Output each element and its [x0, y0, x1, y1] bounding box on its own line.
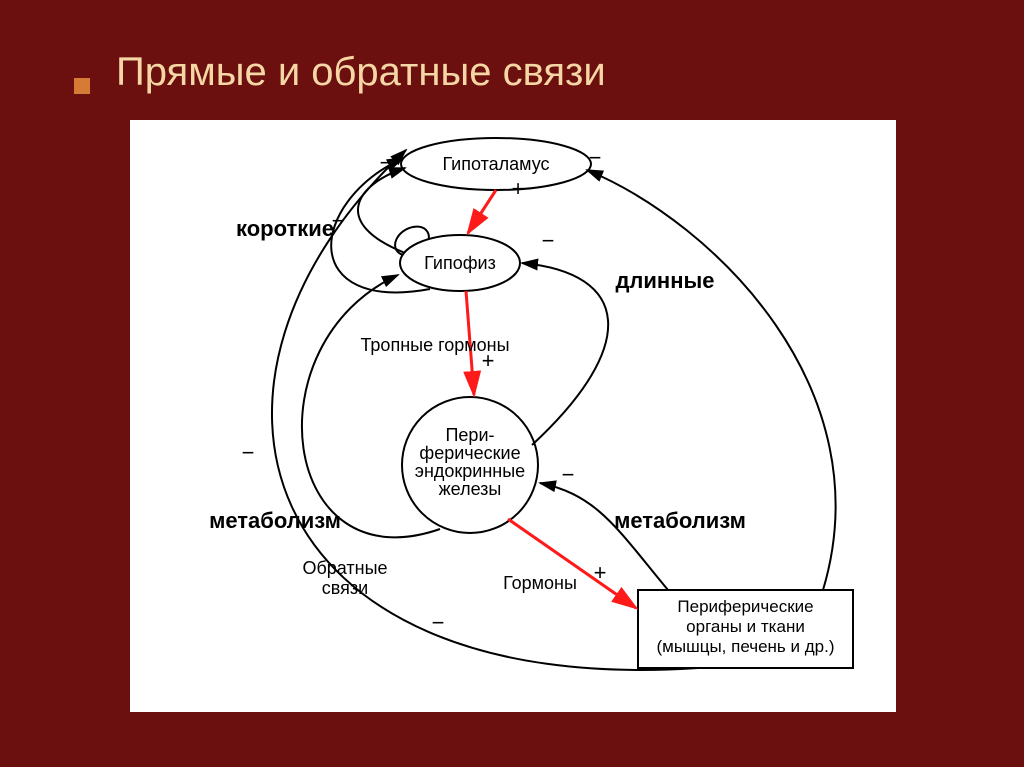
slide: Прямые и обратные связи Гипоталамус Гипоф…	[0, 0, 1024, 767]
svg-text:−: −	[542, 228, 555, 253]
svg-text:−: −	[332, 208, 345, 233]
svg-text:органы и ткани: органы и ткани	[686, 617, 805, 636]
title-bullet	[74, 78, 90, 94]
svg-text:+: +	[512, 176, 525, 201]
svg-text:эндокринные: эндокринные	[415, 461, 525, 481]
svg-text:−: −	[432, 610, 445, 635]
svg-text:ферические: ферические	[419, 443, 520, 463]
svg-text:+: +	[594, 560, 607, 585]
svg-text:Периферические: Периферические	[677, 597, 813, 616]
svg-text:+: +	[482, 348, 495, 373]
svg-text:Гормоны: Гормоны	[503, 573, 577, 593]
svg-text:метаболизм: метаболизм	[209, 508, 341, 533]
svg-text:длинные: длинные	[615, 268, 714, 293]
diagram-figure: Гипоталамус Гипофиз Пери-ферическиеэндокри…	[130, 120, 896, 712]
svg-text:метаболизм: метаболизм	[614, 508, 746, 533]
svg-text:связи: связи	[322, 578, 368, 598]
svg-text:−: −	[380, 150, 393, 175]
svg-text:железы: железы	[439, 479, 502, 499]
svg-text:(мышцы, печень и др.): (мышцы, печень и др.)	[657, 637, 835, 656]
svg-text:−: −	[589, 145, 602, 170]
svg-text:−: −	[562, 462, 575, 487]
svg-text:Обратные: Обратные	[302, 558, 387, 578]
svg-text:короткие: короткие	[236, 216, 334, 241]
svg-text:−: −	[242, 440, 255, 465]
svg-text:Пери-: Пери-	[445, 425, 494, 445]
slide-title: Прямые и обратные связи	[116, 50, 606, 95]
svg-text:Гипоталамус: Гипоталамус	[442, 154, 549, 174]
svg-text:Гипофиз: Гипофиз	[424, 253, 496, 273]
diagram-svg: Гипоталамус Гипофиз Пери-ферическиеэндокри…	[130, 120, 896, 712]
